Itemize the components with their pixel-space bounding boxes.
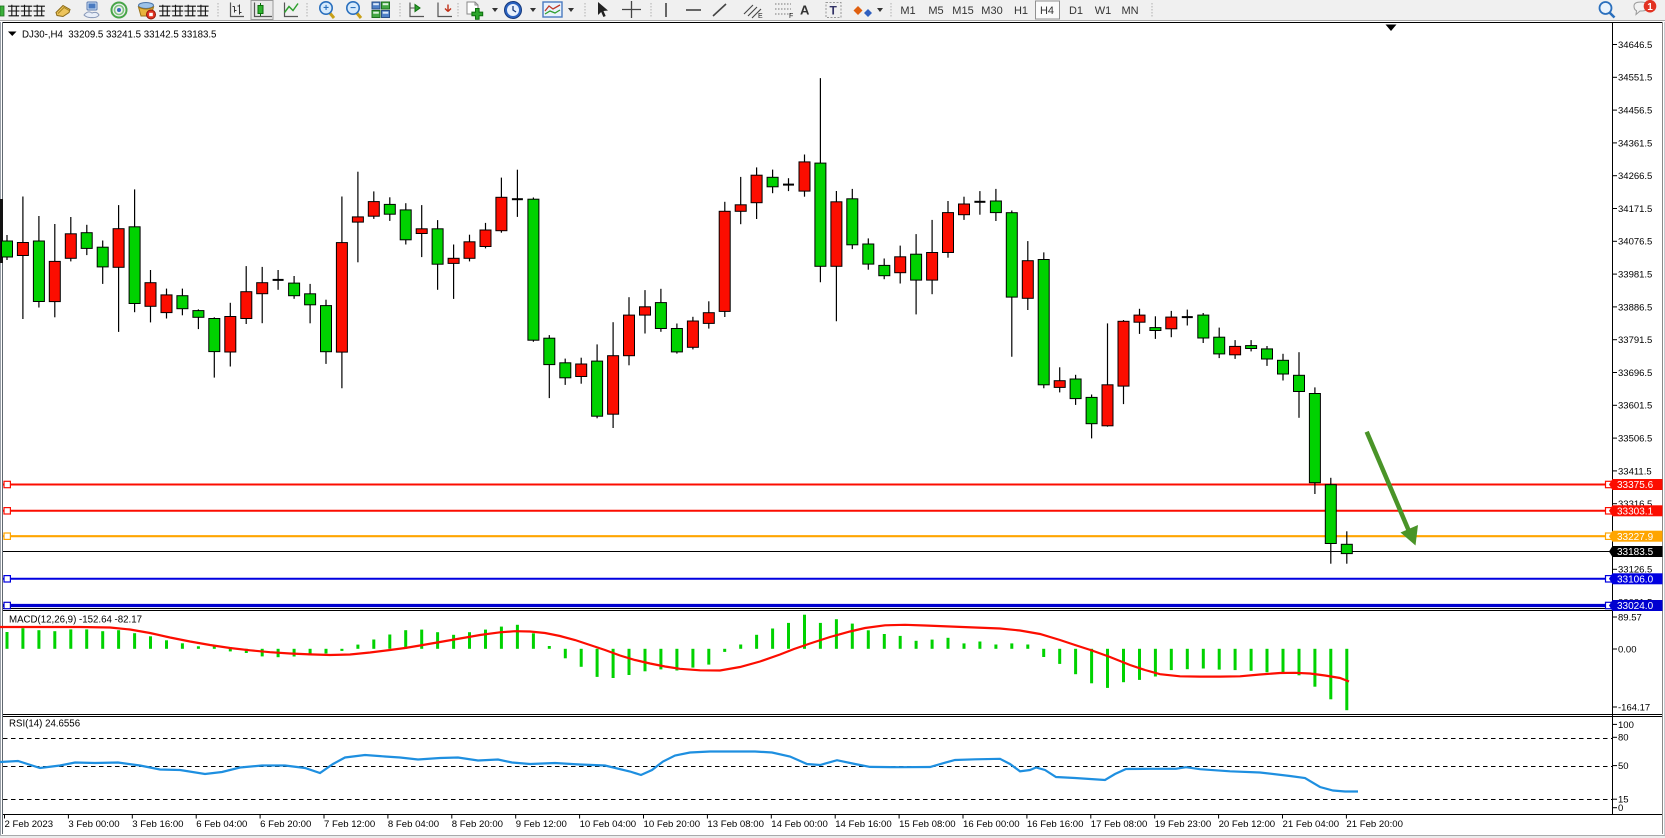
- svg-text:8 Feb 04:00: 8 Feb 04:00: [388, 819, 439, 830]
- svg-text:D1: D1: [1069, 5, 1083, 17]
- svg-text:33024.0: 33024.0: [1617, 601, 1654, 612]
- svg-text:15 Feb 08:00: 15 Feb 08:00: [899, 819, 956, 830]
- svg-text:34171.5: 34171.5: [1618, 204, 1652, 215]
- svg-text:33601.5: 33601.5: [1618, 401, 1652, 412]
- svg-text:33696.5: 33696.5: [1618, 368, 1652, 379]
- svg-text:T: T: [830, 4, 838, 18]
- svg-text:F: F: [789, 13, 793, 20]
- svg-text:W1: W1: [1095, 5, 1112, 17]
- svg-text:33411.5: 33411.5: [1618, 466, 1652, 477]
- svg-text:15: 15: [1618, 795, 1629, 806]
- svg-text:9 Feb 12:00: 9 Feb 12:00: [516, 819, 567, 830]
- svg-text:3 Feb 00:00: 3 Feb 00:00: [68, 819, 119, 830]
- svg-text:2 Feb 2023: 2 Feb 2023: [5, 819, 54, 830]
- svg-text:0: 0: [1618, 803, 1623, 814]
- svg-text:34456.5: 34456.5: [1618, 106, 1652, 117]
- svg-text:M5: M5: [928, 5, 943, 17]
- svg-text:DJ30-,H4 33209.5 33241.5 3314: DJ30-,H4 33209.5 33241.5 33142.5 33183.5: [22, 29, 216, 40]
- svg-text:A: A: [800, 3, 810, 18]
- svg-text:M15: M15: [952, 5, 973, 17]
- svg-text:E: E: [758, 13, 763, 20]
- svg-text:MACD(12,26,9) -152.64 -82.17: MACD(12,26,9) -152.64 -82.17: [9, 615, 142, 626]
- svg-text:34361.5: 34361.5: [1618, 138, 1652, 149]
- svg-text:33183.5: 33183.5: [1617, 547, 1654, 558]
- svg-text:8 Feb 20:00: 8 Feb 20:00: [452, 819, 503, 830]
- svg-text:33981.5: 33981.5: [1618, 270, 1652, 281]
- svg-text:33791.5: 33791.5: [1618, 335, 1652, 346]
- svg-text:7 Feb 12:00: 7 Feb 12:00: [324, 819, 375, 830]
- svg-text:33303.1: 33303.1: [1617, 506, 1654, 517]
- svg-text:6 Feb 04:00: 6 Feb 04:00: [196, 819, 247, 830]
- svg-text:80: 80: [1618, 733, 1629, 744]
- svg-text:17 Feb 08:00: 17 Feb 08:00: [1091, 819, 1148, 830]
- svg-text:34266.5: 34266.5: [1618, 171, 1652, 182]
- svg-text:33316.5: 33316.5: [1618, 499, 1652, 510]
- svg-text:50: 50: [1618, 761, 1629, 772]
- svg-text:14 Feb 16:00: 14 Feb 16:00: [835, 819, 892, 830]
- svg-text:3 Feb 16:00: 3 Feb 16:00: [132, 819, 183, 830]
- svg-text:33886.5: 33886.5: [1618, 302, 1652, 313]
- svg-text:34551.5: 34551.5: [1618, 73, 1652, 84]
- svg-text:21 Feb 04:00: 21 Feb 04:00: [1283, 819, 1340, 830]
- svg-text:33106.0: 33106.0: [1617, 574, 1654, 585]
- svg-text:89.57: 89.57: [1618, 612, 1642, 623]
- svg-text:14 Feb 00:00: 14 Feb 00:00: [771, 819, 828, 830]
- svg-text:21 Feb 20:00: 21 Feb 20:00: [1346, 819, 1403, 830]
- svg-text:M1: M1: [900, 5, 915, 17]
- svg-text:34646.5: 34646.5: [1618, 40, 1652, 51]
- svg-text:33375.6: 33375.6: [1617, 480, 1654, 491]
- svg-text:+: +: [323, 3, 329, 14]
- svg-text:10 Feb 04:00: 10 Feb 04:00: [580, 819, 637, 830]
- svg-text:0.00: 0.00: [1618, 644, 1637, 655]
- svg-text:−: −: [350, 3, 356, 14]
- svg-text:33506.5: 33506.5: [1618, 434, 1652, 445]
- svg-text:1: 1: [1647, 2, 1653, 13]
- svg-text:33227.9: 33227.9: [1617, 532, 1654, 543]
- svg-text:M30: M30: [981, 5, 1002, 17]
- svg-text:100: 100: [1618, 720, 1634, 731]
- svg-text:33126.5: 33126.5: [1618, 565, 1652, 576]
- svg-text:16 Feb 16:00: 16 Feb 16:00: [1027, 819, 1084, 830]
- svg-text:10 Feb 20:00: 10 Feb 20:00: [644, 819, 701, 830]
- svg-text:-164.17: -164.17: [1618, 702, 1650, 713]
- svg-text:16 Feb 00:00: 16 Feb 00:00: [963, 819, 1020, 830]
- svg-text:H1: H1: [1014, 5, 1028, 17]
- svg-text:19 Feb 23:00: 19 Feb 23:00: [1155, 819, 1212, 830]
- svg-text:34076.5: 34076.5: [1618, 237, 1652, 248]
- svg-text:H4: H4: [1040, 5, 1054, 17]
- svg-text:6 Feb 20:00: 6 Feb 20:00: [260, 819, 311, 830]
- svg-text:MN: MN: [1121, 5, 1138, 17]
- svg-text:RSI(14) 24.6556: RSI(14) 24.6556: [9, 719, 80, 730]
- svg-text:13 Feb 08:00: 13 Feb 08:00: [707, 819, 764, 830]
- svg-text:20 Feb 12:00: 20 Feb 12:00: [1219, 819, 1276, 830]
